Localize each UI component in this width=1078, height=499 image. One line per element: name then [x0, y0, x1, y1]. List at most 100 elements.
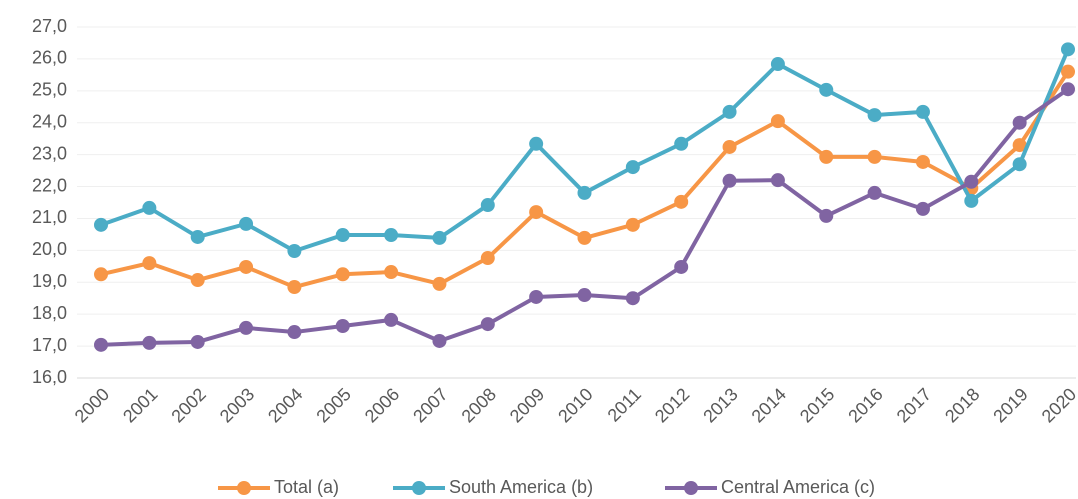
legend-label: Total (a): [274, 477, 339, 497]
x-tick-label: 2017: [893, 384, 935, 426]
point: [529, 289, 544, 304]
point: [867, 185, 882, 200]
point: [384, 312, 399, 327]
x-tick-label: 2001: [119, 384, 161, 426]
point: [287, 244, 302, 259]
point: [142, 335, 157, 350]
legend-marker: [684, 481, 698, 495]
point: [480, 198, 495, 213]
point: [819, 82, 834, 97]
y-tick-label: 21,0: [32, 207, 67, 227]
y-tick-label: 20,0: [32, 239, 67, 259]
point: [867, 108, 882, 123]
point: [625, 291, 640, 306]
point: [190, 273, 205, 288]
x-tick-label: 2008: [458, 384, 500, 426]
x-tick-label: 2015: [796, 384, 838, 426]
y-tick-label: 17,0: [32, 335, 67, 355]
point: [190, 334, 205, 349]
point: [867, 149, 882, 164]
point: [722, 139, 737, 154]
point: [335, 228, 350, 243]
point: [770, 173, 785, 188]
point: [1012, 115, 1027, 130]
point: [674, 136, 689, 151]
point: [625, 160, 640, 175]
point: [384, 265, 399, 280]
point: [915, 104, 930, 119]
point: [722, 104, 737, 119]
point: [432, 333, 447, 348]
x-tick-label: 2014: [748, 384, 790, 426]
point: [915, 201, 930, 216]
y-tick-label: 16,0: [32, 367, 67, 387]
y-tick-label: 22,0: [32, 175, 67, 195]
point: [577, 185, 592, 200]
point: [94, 337, 108, 352]
x-tick-label: 2006: [361, 384, 403, 426]
point: [335, 267, 350, 282]
point: [480, 251, 495, 266]
y-tick-label: 25,0: [32, 80, 67, 100]
point: [142, 256, 157, 271]
x-tick-label: 2018: [941, 384, 983, 426]
point: [819, 208, 834, 223]
x-tick-label: 2000: [71, 384, 113, 426]
point: [964, 193, 979, 208]
x-tick-label: 2013: [699, 384, 741, 426]
point: [770, 57, 785, 72]
point: [674, 194, 689, 209]
series-line: [100, 70, 1070, 290]
legend-label: Central America (c): [721, 477, 875, 497]
point: [1061, 64, 1075, 79]
x-tick-label: 2010: [554, 384, 596, 426]
x-tick-label: 2011: [604, 384, 646, 426]
point: [915, 154, 930, 169]
point: [432, 276, 447, 291]
x-tick-label: 2004: [264, 384, 306, 426]
point: [432, 230, 447, 245]
x-tick-label: 2005: [312, 384, 354, 426]
point: [335, 318, 350, 333]
point: [964, 174, 979, 189]
point: [287, 325, 302, 340]
point: [577, 230, 592, 245]
point: [674, 259, 689, 274]
legend-label: South America (b): [449, 477, 593, 497]
point: [819, 149, 834, 164]
x-tick-label: 2007: [409, 384, 451, 426]
x-tick-label: 2020: [1038, 384, 1078, 426]
x-tick-label: 2012: [651, 384, 693, 426]
point: [625, 217, 640, 232]
point: [529, 136, 544, 151]
point: [1061, 42, 1075, 57]
point: [239, 320, 254, 335]
point: [287, 280, 302, 295]
y-tick-label: 23,0: [32, 143, 67, 163]
point: [142, 200, 157, 215]
x-tick-label: 2016: [844, 384, 886, 426]
point: [480, 317, 495, 332]
point: [384, 228, 399, 243]
y-tick-label: 27,0: [32, 16, 67, 36]
x-tick-label: 2019: [989, 384, 1031, 426]
point: [722, 173, 737, 188]
y-tick-label: 26,0: [32, 48, 67, 68]
point: [239, 259, 254, 274]
point: [94, 267, 108, 282]
point: [1012, 157, 1027, 172]
point: [577, 288, 592, 303]
point: [1061, 82, 1075, 97]
point: [529, 205, 544, 220]
point: [770, 114, 785, 129]
y-tick-label: 19,0: [32, 271, 67, 291]
x-tick-label: 2003: [216, 384, 258, 426]
point: [239, 216, 254, 231]
y-tick-label: 18,0: [32, 303, 67, 323]
legend-marker: [237, 481, 251, 495]
point: [94, 217, 108, 232]
point: [190, 229, 205, 244]
legend-marker: [412, 481, 426, 495]
x-tick-label: 2002: [167, 384, 209, 426]
